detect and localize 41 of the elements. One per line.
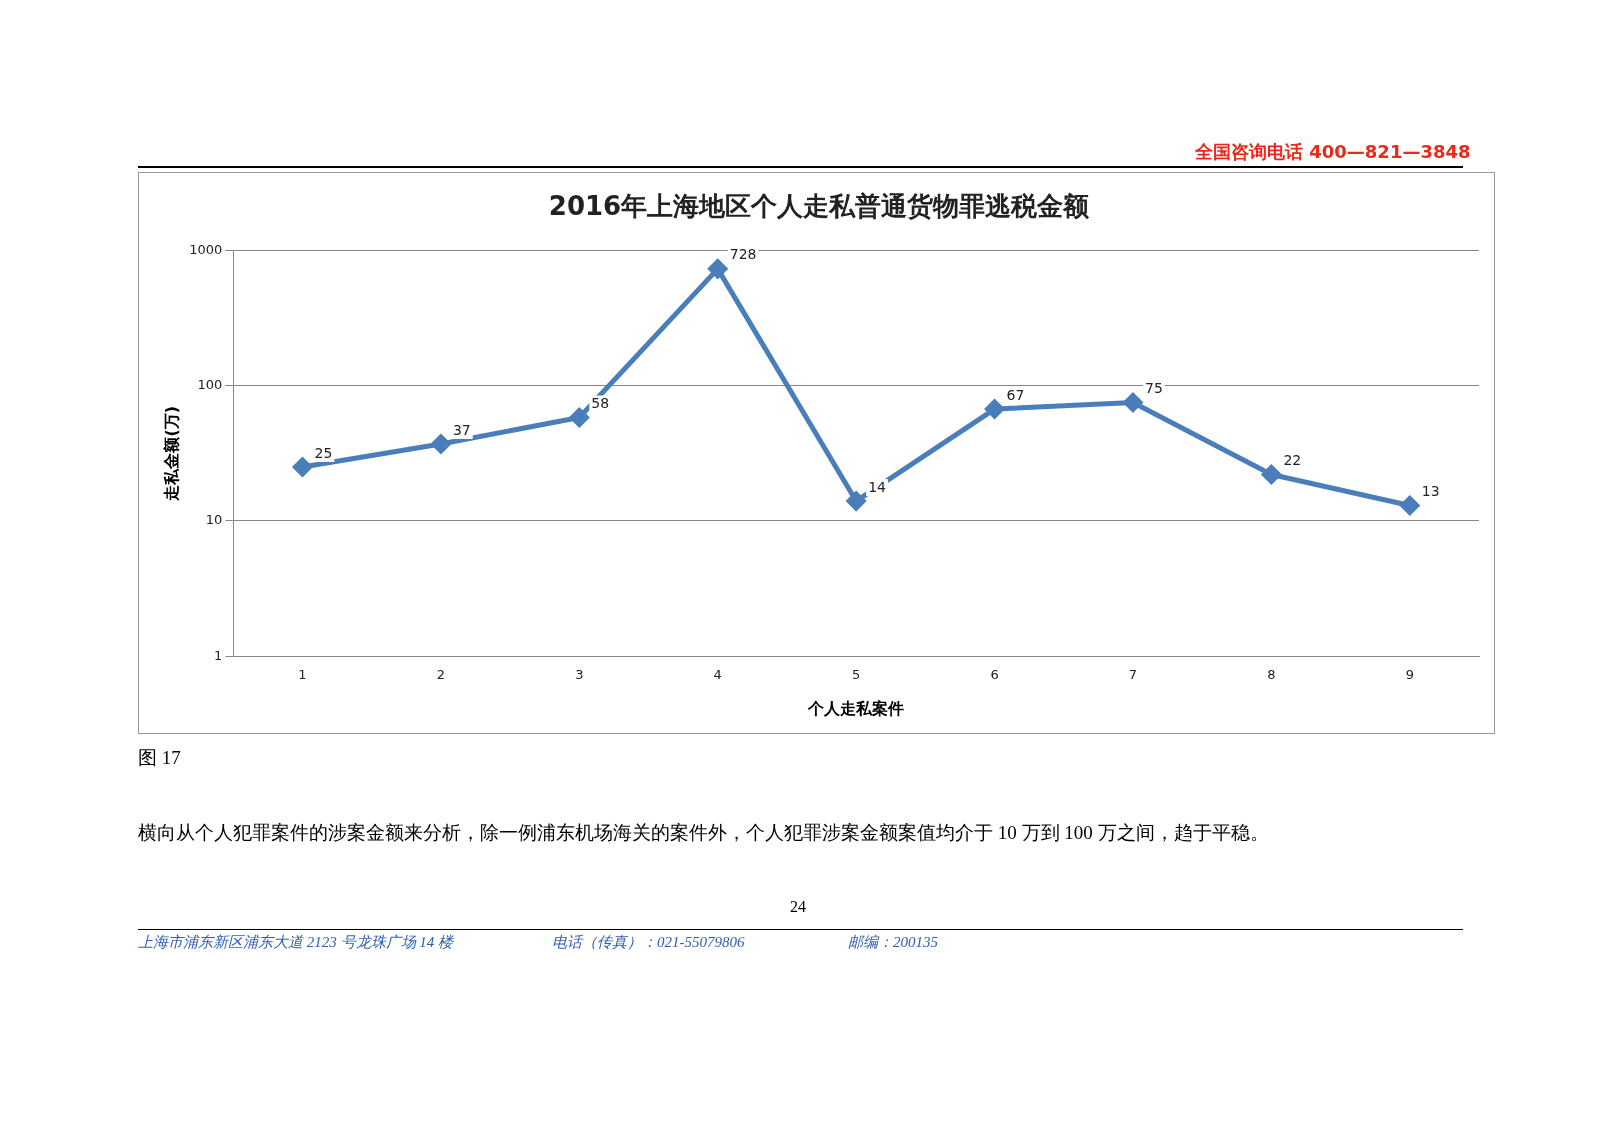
point [985, 399, 1005, 419]
point [1261, 465, 1281, 485]
x-tick-label: 3 [575, 667, 584, 683]
chart-title: 2016年上海地区个人走私普通货物罪逃税金额 [548, 191, 1091, 222]
data-label: 728 [729, 246, 757, 263]
point [569, 408, 589, 428]
text: 上海市浦东新区浦东大道 2123 号龙珠广场 14 楼 [138, 933, 453, 952]
data-label: 22 [1283, 452, 1302, 469]
data-label: 25 [314, 444, 333, 461]
x-tick-label: 8 [1267, 667, 1276, 683]
data-label: 37 [452, 421, 471, 438]
x-tick-label: 9 [1405, 667, 1414, 683]
point [431, 434, 451, 454]
data-label: 58 [591, 395, 610, 412]
x-tick-label: 4 [713, 667, 722, 683]
data-label: 67 [1006, 386, 1025, 403]
y-tick-label: 10 [205, 512, 223, 528]
data-label: 13 [1421, 483, 1440, 500]
text: 横向从个人犯罪案件的涉案金额来分析，除一例浦东机场海关的案件外，个人犯罪涉案金额案值均介于 10 万到 100 万之间，趋于平稳。 [138, 821, 1270, 845]
x-tick-label: 2 [436, 667, 446, 683]
y-tick-label: 1000 [189, 241, 223, 257]
x-tick-label: 5 [852, 667, 861, 683]
point [846, 491, 866, 511]
y-tick-label: 1 [214, 647, 223, 663]
y-axis-title: 走私金额(万) [161, 405, 181, 502]
point [708, 259, 728, 279]
text: 24 [790, 898, 806, 916]
point [1400, 495, 1420, 515]
text: 邮编：200135 [848, 933, 938, 952]
point [292, 457, 312, 477]
caption: 图 17 [138, 746, 181, 770]
point [1123, 392, 1143, 412]
x-axis-title: 个人走私案件 [807, 698, 905, 718]
data-label: 14 [868, 478, 887, 495]
text: 全国咨询电话 400—821—3848 [1195, 140, 1471, 164]
x-tick-label: 1 [298, 667, 307, 683]
text: 电话（传真）：021-55079806 [552, 933, 745, 952]
x-tick-label: 7 [1128, 667, 1138, 683]
data-label: 75 [1144, 380, 1163, 397]
y-tick-label: 100 [197, 376, 223, 392]
x-tick-label: 6 [990, 667, 999, 683]
